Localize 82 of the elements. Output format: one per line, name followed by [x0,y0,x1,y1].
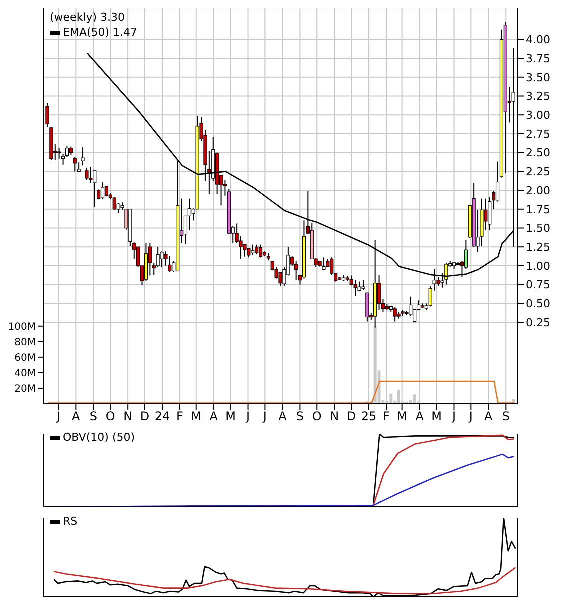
x-tick-label: N [330,410,340,424]
candlestick [258,244,263,258]
candlestick [77,162,81,173]
candlestick [104,186,109,198]
y-tick-label: 0.75 [526,278,550,292]
x-tick-label: N [124,410,133,424]
x-tick-label: 24 [154,410,170,424]
legend-label: EMA(50) 1.47 [63,25,138,40]
bar [390,394,393,404]
y2-tick-label: 100M [8,322,36,333]
y2-tick-label: 20M [14,384,36,396]
candlestick [112,196,116,211]
chart-title: (weekly) 3.30 [50,10,126,25]
candlestick [73,156,77,172]
y-tick-label: 1.25 [526,241,550,254]
candlestick [393,306,397,322]
y-tick-label: 3.50 [526,71,550,84]
candlestick [168,256,172,272]
y2-tick-label: 80M [14,337,36,348]
candlestick [160,251,164,268]
bar [374,326,377,404]
x-tick-label: F [383,410,390,424]
x-tick-label: O [106,410,116,424]
x-tick-label: M [226,410,236,424]
y-tick-label: 2.00 [526,184,550,198]
candlestick [354,280,358,297]
y-tick-label: 1.75 [526,203,550,216]
x-tick-label: A [278,410,288,424]
y-tick-label: 2.25 [526,166,550,179]
candlestick [156,246,160,268]
x-tick-label: J [262,410,267,424]
candlestick [188,198,192,232]
x-tick-label: J [56,410,60,424]
y-tick-label: 4.00 [526,34,550,47]
x-tick-label: J [451,410,456,424]
candlestick [464,240,468,270]
x-tick-label: S [502,410,510,424]
y2-tick-label: 40M [14,368,36,380]
y-tick-label: 1.50 [526,222,550,236]
x-tick-label: M [191,410,202,424]
y-tick-label: 3.00 [526,109,550,122]
candlestick [81,147,85,166]
y-tick-label: 0.50 [526,298,550,311]
y-tick-label: 3.25 [526,90,550,104]
x-tick-label: D [346,410,356,424]
legend-label: RS [63,514,78,529]
y-tick-label: 2.50 [526,146,550,160]
x-tick-label: A [210,410,219,424]
y-tick-label: 2.75 [526,128,550,141]
y2-tick-label: 60M [14,352,36,364]
x-tick-label: A [72,410,82,424]
candlestick [255,244,259,256]
candlestick [322,257,326,270]
candlestick [247,248,251,258]
y-tick-label: 0.25 [526,316,550,330]
candlestick [488,196,492,232]
candlestick [362,280,366,291]
candlestick [93,170,97,208]
candlestick [89,166,93,184]
x-tick-label: 25 [361,410,377,424]
x-tick-label: J [246,410,250,424]
candlestick [251,244,255,256]
candlestick [85,167,89,180]
x-tick-label: M [397,410,408,424]
candlestick [148,242,152,276]
x-tick-label: S [296,410,304,424]
x-tick-label: J [468,410,473,424]
x-tick-label: M [432,410,442,424]
candlestick [278,272,282,287]
x-tick-label: S [90,410,98,424]
x-tick-label: D [140,410,150,424]
y-tick-label: 1.00 [526,260,550,273]
x-tick-label: F [176,410,184,424]
x-tick-label: A [416,410,425,424]
legend-label: OBV(10) (50) [63,430,136,445]
x-tick-label: O [312,410,322,424]
x-tick-label: A [484,410,494,424]
candlestick [100,182,105,200]
bar [413,394,416,404]
y-tick-label: 3.75 [526,52,550,66]
candlestick [358,281,362,292]
candlestick [58,148,62,160]
